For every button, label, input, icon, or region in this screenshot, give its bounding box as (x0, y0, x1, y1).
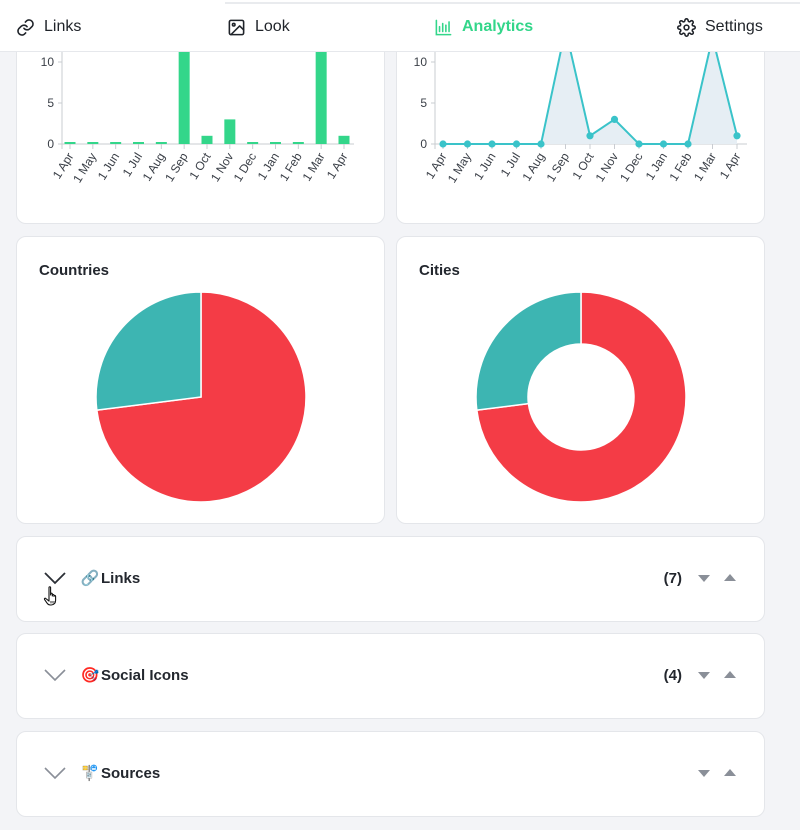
x-tick-label: 1 Dec (231, 150, 259, 184)
tab-look-label: Look (255, 18, 290, 35)
cities-title: Cities (419, 262, 460, 279)
social-icons-section-label: Social Icons (101, 667, 189, 684)
social-icons-section-count: (4) (663, 667, 682, 684)
bar (224, 119, 236, 144)
bar (155, 142, 167, 144)
data-point (439, 140, 447, 148)
sources-section[interactable]: 🚏 Sources (16, 731, 765, 817)
pie-slice (475, 291, 687, 503)
x-tick-label: 1 Feb (666, 150, 694, 184)
countries-card: Countries (16, 236, 385, 524)
x-tick-label: 1 Nov (593, 150, 621, 184)
x-tick-label: 1 May (445, 150, 474, 185)
tab-look[interactable]: Look (227, 16, 290, 38)
chevron-down-icon[interactable] (43, 570, 67, 586)
target-emoji-icon: 🎯 (80, 667, 100, 684)
move-up-icon[interactable] (724, 769, 736, 776)
move-up-icon[interactable] (724, 574, 736, 581)
link-emoji-icon: 🔗 (80, 570, 100, 587)
move-up-icon[interactable] (724, 671, 736, 678)
data-point (610, 115, 619, 123)
bar (87, 142, 99, 144)
gear-icon (677, 17, 696, 37)
bar-chart-icon (435, 19, 452, 35)
tab-links[interactable]: Links (16, 16, 81, 38)
clicks-bar-chart-card: 0 5 10 1 Apr 1 May 1 Jun 1 Jul 1 Aug 1 Sep 1 Oct 1… (16, 20, 385, 224)
top-navigation: Links Look Analytics Settings (0, 0, 800, 52)
bar (315, 37, 327, 144)
x-tick-label: 1 Nov (208, 150, 236, 184)
bar (201, 135, 213, 144)
bar (247, 142, 259, 144)
links-section[interactable]: 🔗 Links (7) (16, 536, 765, 622)
hand-cursor-icon (43, 586, 57, 606)
x-tick-label: 1 Mar (691, 150, 719, 183)
y-tick-label: 0 (47, 137, 54, 151)
move-down-icon[interactable] (698, 672, 710, 679)
data-point (659, 140, 668, 148)
bar (270, 142, 281, 144)
y-tick-label: 5 (47, 96, 54, 110)
bar (178, 29, 190, 145)
sources-section-label: Sources (101, 765, 161, 782)
data-point (684, 140, 692, 148)
data-point (488, 140, 496, 148)
pie-slice (95, 291, 202, 411)
x-tick-label: 1 Feb (277, 150, 305, 184)
data-point (512, 140, 521, 148)
data-point (733, 132, 741, 140)
signpost-emoji-icon: 🚏 (80, 765, 100, 782)
x-tick-label: 1 May (70, 150, 99, 185)
image-icon (228, 19, 245, 35)
x-tick-label: 1 Apr (717, 150, 744, 181)
data-point (586, 132, 594, 140)
tab-links-label: Links (44, 18, 82, 35)
countries-pie-chart (95, 291, 307, 503)
countries-title: Countries (39, 262, 110, 279)
bar (110, 142, 122, 144)
x-tick-label: 1 Sep (544, 150, 573, 184)
tab-settings[interactable]: Settings (677, 16, 763, 38)
x-tick-label: 1 Jan (643, 150, 670, 182)
bar (64, 142, 76, 144)
data-point (537, 140, 545, 148)
social-icons-section[interactable]: 🎯 Social Icons (4) (16, 633, 765, 719)
y-tick-label: 5 (420, 96, 427, 110)
y-tick-label: 0 (420, 137, 427, 151)
data-point (635, 140, 643, 148)
data-point (463, 140, 472, 148)
cities-card: Cities (396, 236, 765, 524)
chevron-down-icon[interactable] (43, 667, 67, 683)
tab-settings-label: Settings (705, 18, 763, 35)
pie-slice (475, 291, 582, 411)
cities-donut-chart (475, 291, 687, 503)
tab-analytics-label: Analytics (462, 18, 534, 35)
x-tick-label: 1 Apr (324, 150, 351, 181)
x-tick-label: 1 Jun (95, 150, 122, 182)
bar (338, 135, 350, 144)
bar (292, 142, 304, 144)
x-tick-label: 1 Dec (617, 150, 645, 184)
y-tick-label: 10 (41, 55, 55, 69)
x-tick-label: 1 Jun (471, 150, 498, 182)
links-section-count: (7) (663, 570, 682, 587)
links-section-label: Links (101, 570, 141, 587)
chevron-down-icon[interactable] (43, 765, 67, 781)
tab-analytics[interactable]: Analytics (434, 16, 533, 38)
x-tick-label: 1 Sep (162, 150, 191, 184)
link-icon (17, 18, 34, 36)
move-down-icon[interactable] (698, 575, 710, 582)
area-fill (443, 29, 737, 145)
bar (133, 142, 144, 144)
x-tick-label: 1 Aug (519, 150, 547, 183)
x-tick-label: 1 Mar (300, 150, 328, 183)
y-tick-label: 10 (414, 55, 428, 69)
views-line-chart-card: 0 5 10 1 Apr 1 May 1 Jun 1 Jul 1 Aug 1 Sep 1 Oct 1… (396, 20, 765, 224)
move-down-icon[interactable] (698, 770, 710, 777)
